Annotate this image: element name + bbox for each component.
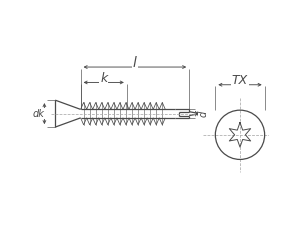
Text: dk: dk <box>32 109 44 119</box>
Text: TX: TX <box>232 74 248 87</box>
Text: d: d <box>199 110 209 117</box>
Text: k: k <box>100 72 107 85</box>
Text: l: l <box>133 56 137 70</box>
